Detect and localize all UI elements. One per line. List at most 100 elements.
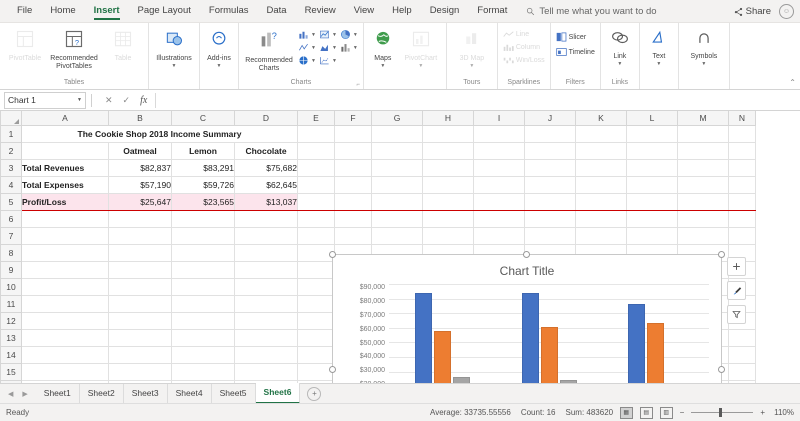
cell-I5[interactable]	[473, 193, 525, 211]
chevron-down-icon[interactable]: ▼	[656, 61, 662, 67]
cell-N2[interactable]	[728, 142, 756, 160]
cell-F6[interactable]	[334, 210, 372, 228]
cell-K1[interactable]	[575, 125, 627, 143]
row-header-9[interactable]: 9	[0, 261, 22, 279]
timeline-button[interactable]: Timeline	[555, 47, 595, 57]
radar-chart-icon[interactable]: ▼	[298, 55, 316, 66]
cell-D10[interactable]	[234, 278, 298, 296]
bar-chart-icon[interactable]: ▼	[340, 42, 358, 53]
cell-C4[interactable]: $59,726	[171, 176, 235, 194]
cell-D9[interactable]	[234, 261, 298, 279]
cell-E4[interactable]	[297, 176, 335, 194]
menu-tab-formulas[interactable]: Formulas	[208, 5, 249, 16]
cell-A8[interactable]	[21, 244, 109, 262]
cell-F7[interactable]	[334, 227, 372, 245]
cell-A3-label[interactable]: Total Revenues	[21, 159, 109, 177]
cell-K7[interactable]	[575, 227, 627, 245]
zoom-out-button[interactable]: −	[679, 408, 685, 417]
cell-B2-oatmeal[interactable]: Oatmeal	[108, 142, 172, 160]
cell-E10[interactable]	[297, 278, 335, 296]
chart-filters-button[interactable]	[727, 305, 746, 324]
cell-B4[interactable]: $57,190	[108, 176, 172, 194]
bar-chocolate-total-expenses[interactable]	[647, 323, 665, 386]
text-button[interactable]: Text ▼	[644, 27, 674, 67]
col-header-N[interactable]: N	[728, 111, 756, 126]
add-sheet-button[interactable]: +	[307, 386, 322, 401]
cell-A15[interactable]	[21, 363, 109, 381]
chevron-down-icon[interactable]: ▼	[77, 97, 82, 103]
tell-me-box[interactable]: Tell me what you want to do	[526, 6, 657, 17]
symbols-button[interactable]: Symbols ▼	[683, 27, 725, 67]
cell-I7[interactable]	[473, 227, 525, 245]
cell-A2[interactable]	[21, 142, 109, 160]
cell-L7[interactable]	[626, 227, 678, 245]
cell-I3[interactable]	[473, 159, 525, 177]
cell-N3[interactable]	[728, 159, 756, 177]
line-chart-icon[interactable]: ▼	[319, 29, 337, 40]
sparkline-column-button[interactable]: Column	[503, 43, 545, 52]
col-header-L[interactable]: L	[626, 111, 678, 126]
slicer-button[interactable]: Slicer	[556, 32, 595, 42]
menu-tab-data[interactable]: Data	[266, 5, 287, 16]
cell-E12[interactable]	[297, 312, 335, 330]
row-header-10[interactable]: 10	[0, 278, 22, 296]
cell-H2[interactable]	[422, 142, 474, 160]
cell-A7[interactable]	[21, 227, 109, 245]
cell-H5[interactable]	[422, 193, 474, 211]
cell-N15[interactable]	[728, 363, 756, 381]
cell-K4[interactable]	[575, 176, 627, 194]
cell-E15[interactable]	[297, 363, 335, 381]
row-header-7[interactable]: 7	[0, 227, 22, 245]
cell-A9[interactable]	[21, 261, 109, 279]
menu-tab-insert[interactable]: Insert	[85, 0, 129, 22]
cell-G7[interactable]	[371, 227, 423, 245]
cell-C3[interactable]: $83,291	[171, 159, 235, 177]
cell-F1[interactable]	[334, 125, 372, 143]
cell-B8[interactable]	[108, 244, 172, 262]
cell-G4[interactable]	[371, 176, 423, 194]
cell-D13[interactable]	[234, 329, 298, 347]
cell-C7[interactable]	[171, 227, 235, 245]
illustrations-button[interactable]: Illustrations ▼	[153, 27, 195, 69]
chevron-down-icon[interactable]: ▼	[701, 61, 707, 67]
sparkline-line-button[interactable]: Line	[503, 30, 545, 39]
menu-tab-file[interactable]: File	[17, 5, 33, 16]
combo-chart-icon[interactable]: ▼	[319, 55, 337, 66]
cell-M6[interactable]	[677, 210, 729, 228]
bar-oatmeal-total-expenses[interactable]	[433, 331, 451, 386]
menu-tab-format[interactable]: Format	[477, 5, 508, 16]
view-normal-button[interactable]: ▦	[619, 406, 633, 419]
cell-L6[interactable]	[626, 210, 678, 228]
cell-A4-label[interactable]: Total Expenses	[21, 176, 109, 194]
cell-J1[interactable]	[524, 125, 576, 143]
menu-tab-view[interactable]: View	[353, 5, 375, 16]
cell-D3[interactable]: $75,682	[234, 159, 298, 177]
cell-H3[interactable]	[422, 159, 474, 177]
col-header-A[interactable]: A	[21, 111, 109, 126]
cell-D2-chocolate[interactable]: Chocolate	[234, 142, 298, 160]
cell-E6[interactable]	[297, 210, 335, 228]
cancel-icon[interactable]: ✕	[105, 94, 113, 105]
cell-L4[interactable]	[626, 176, 678, 194]
cell-E7[interactable]	[297, 227, 335, 245]
menu-tab-design[interactable]: Design	[429, 5, 460, 16]
cell-D14[interactable]	[234, 346, 298, 364]
cell-D8[interactable]	[234, 244, 298, 262]
chart-styles-button[interactable]	[727, 281, 746, 300]
maps-button[interactable]: Maps ▼	[368, 27, 398, 69]
cell-N5[interactable]	[728, 193, 756, 211]
cell-M1[interactable]	[677, 125, 729, 143]
cell-A5-label[interactable]: Profit/Loss	[21, 193, 109, 211]
sheet-prev-icon[interactable]: ◀	[8, 390, 14, 398]
cell-G2[interactable]	[371, 142, 423, 160]
bar-oatmeal-total-revenues[interactable]	[414, 293, 432, 386]
col-header-G[interactable]: G	[371, 111, 423, 126]
row-header-3[interactable]: 3	[0, 159, 22, 177]
cell-H1[interactable]	[422, 125, 474, 143]
cell-F4[interactable]	[334, 176, 372, 194]
cell-B10[interactable]	[108, 278, 172, 296]
col-header-B[interactable]: B	[108, 111, 172, 126]
chevron-down-icon[interactable]: ▼	[617, 61, 623, 67]
cell-I6[interactable]	[473, 210, 525, 228]
pivottable-button[interactable]: PivotTable	[4, 27, 46, 63]
